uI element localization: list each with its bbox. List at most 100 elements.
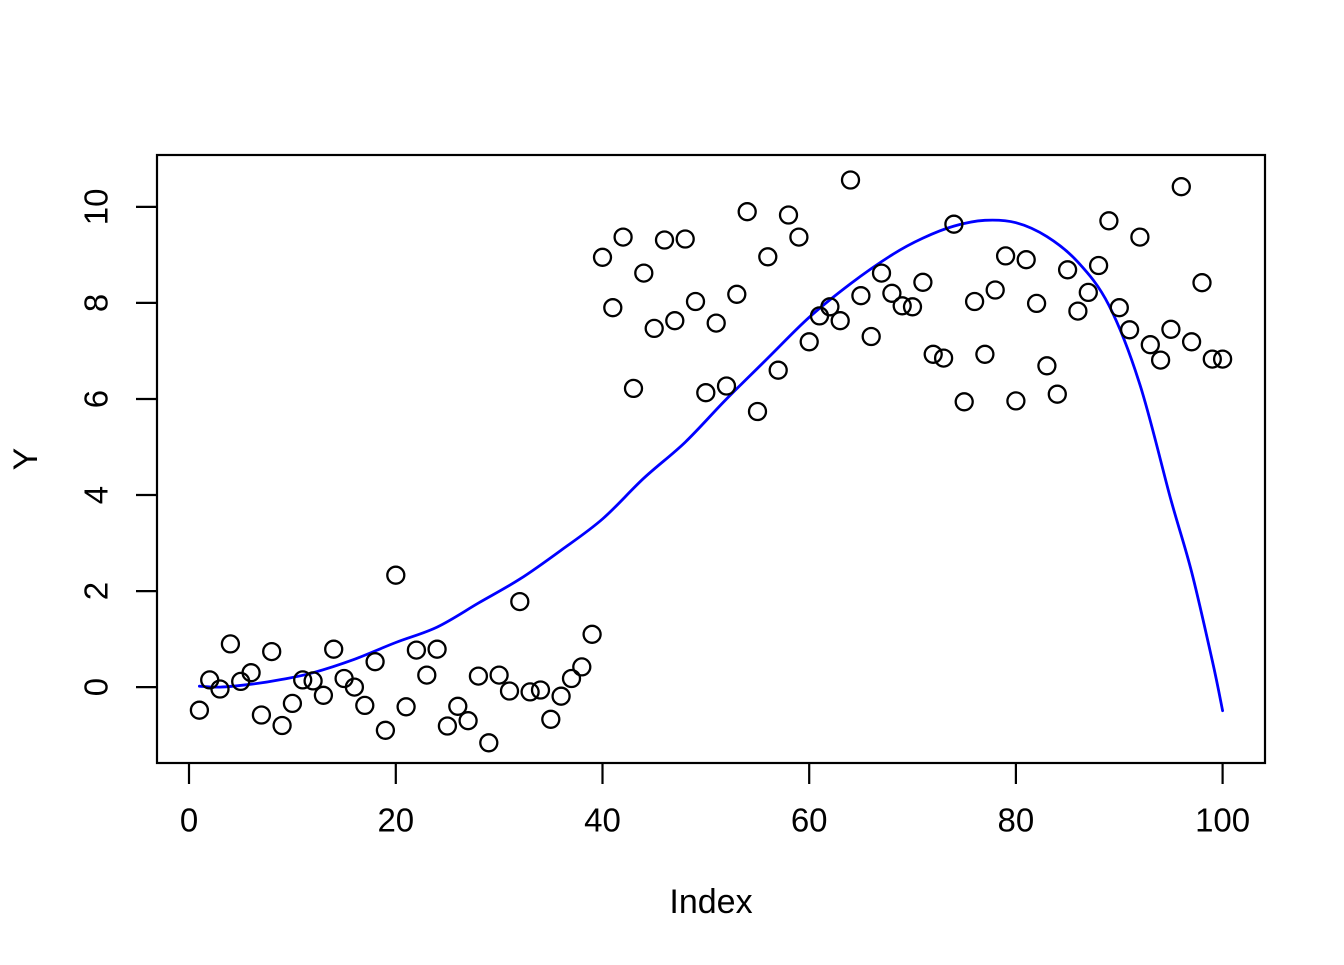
data-point bbox=[861, 326, 881, 347]
y-tick-label: 10 bbox=[78, 189, 115, 226]
x-axis-title: Index bbox=[669, 883, 752, 921]
data-point bbox=[530, 680, 551, 700]
data-point bbox=[830, 311, 850, 331]
x-axis: 0 20 40 60 80 100 bbox=[180, 763, 1250, 839]
data-point bbox=[882, 283, 902, 303]
data-point bbox=[737, 202, 757, 222]
data-point bbox=[685, 291, 706, 312]
y-tick-label: 6 bbox=[78, 390, 115, 408]
data-point bbox=[520, 682, 540, 702]
data-point bbox=[944, 214, 964, 234]
data-point bbox=[1078, 282, 1098, 303]
data-point bbox=[1140, 335, 1160, 355]
data-point bbox=[189, 700, 210, 720]
data-point bbox=[1212, 349, 1233, 369]
x-tick-label: 100 bbox=[1195, 802, 1250, 839]
data-point bbox=[747, 401, 768, 422]
y-tick-label: 4 bbox=[78, 486, 115, 504]
y-tick-label: 8 bbox=[78, 294, 115, 312]
data-point bbox=[654, 230, 675, 250]
data-point bbox=[303, 671, 323, 691]
data-point bbox=[1057, 260, 1078, 280]
data-point bbox=[675, 229, 695, 249]
data-point bbox=[768, 360, 788, 380]
data-point bbox=[789, 227, 809, 247]
data-point bbox=[293, 670, 313, 690]
data-point bbox=[499, 681, 520, 701]
data-point bbox=[375, 720, 396, 740]
data-point bbox=[489, 665, 509, 685]
data-point bbox=[644, 318, 664, 339]
data-point bbox=[820, 297, 840, 317]
data-point bbox=[561, 668, 582, 689]
x-tick-label: 0 bbox=[180, 802, 198, 839]
data-point bbox=[954, 392, 974, 412]
y-axis-title: Y bbox=[7, 448, 45, 471]
data-point bbox=[840, 170, 861, 190]
data-point bbox=[344, 677, 365, 697]
x-tick-label: 40 bbox=[584, 802, 621, 839]
data-point bbox=[406, 640, 427, 660]
data-point bbox=[324, 639, 344, 659]
data-point bbox=[1088, 255, 1109, 276]
data-point bbox=[727, 284, 747, 304]
data-point bbox=[396, 697, 416, 717]
data-point bbox=[1192, 273, 1212, 293]
data-point bbox=[510, 591, 530, 612]
data-point bbox=[923, 344, 943, 364]
x-tick-label: 20 bbox=[377, 802, 414, 839]
data-point bbox=[437, 716, 458, 736]
data-point bbox=[551, 686, 571, 706]
data-point bbox=[696, 383, 716, 403]
y-axis: 0 2 4 6 8 10 bbox=[78, 189, 157, 696]
data-point bbox=[603, 298, 623, 318]
data-point bbox=[975, 344, 995, 364]
data-point bbox=[448, 696, 468, 716]
data-point bbox=[282, 693, 303, 714]
data-point bbox=[427, 639, 447, 659]
data-point bbox=[716, 376, 737, 396]
plot-area: 0 20 40 60 80 100 0 2 4 6 8 10 bbox=[78, 153, 1267, 839]
data-point bbox=[1130, 227, 1150, 247]
data-point bbox=[758, 247, 778, 267]
data-point bbox=[933, 348, 954, 368]
x-tick-label: 80 bbox=[998, 802, 1035, 839]
data-points bbox=[189, 170, 1233, 753]
data-point bbox=[1016, 250, 1036, 270]
data-point bbox=[665, 311, 685, 331]
data-point bbox=[1006, 391, 1026, 411]
data-point bbox=[634, 263, 654, 283]
data-point bbox=[479, 733, 499, 753]
data-point bbox=[1202, 349, 1222, 369]
data-point bbox=[241, 663, 261, 683]
x-tick-label: 60 bbox=[791, 802, 828, 839]
data-point bbox=[251, 705, 272, 725]
data-point bbox=[851, 286, 871, 306]
data-point bbox=[871, 263, 892, 283]
data-point bbox=[1099, 211, 1119, 231]
data-point bbox=[1171, 177, 1191, 197]
data-point bbox=[468, 666, 489, 686]
data-point bbox=[582, 624, 602, 644]
data-point bbox=[1181, 332, 1202, 352]
data-point bbox=[799, 332, 819, 352]
data-point bbox=[1026, 293, 1047, 314]
data-point bbox=[1161, 319, 1181, 339]
data-point bbox=[262, 641, 282, 662]
data-point bbox=[386, 565, 406, 585]
data-point bbox=[613, 227, 633, 247]
y-tick-label: 2 bbox=[78, 582, 115, 600]
data-point bbox=[985, 280, 1005, 300]
data-point bbox=[902, 297, 923, 317]
data-point bbox=[1150, 350, 1171, 370]
data-point bbox=[210, 679, 230, 699]
data-point bbox=[541, 709, 561, 729]
data-point bbox=[1119, 320, 1140, 340]
data-point bbox=[231, 671, 251, 692]
data-point bbox=[572, 657, 592, 677]
data-point bbox=[623, 378, 644, 399]
data-point bbox=[592, 247, 613, 267]
data-point bbox=[964, 291, 985, 312]
